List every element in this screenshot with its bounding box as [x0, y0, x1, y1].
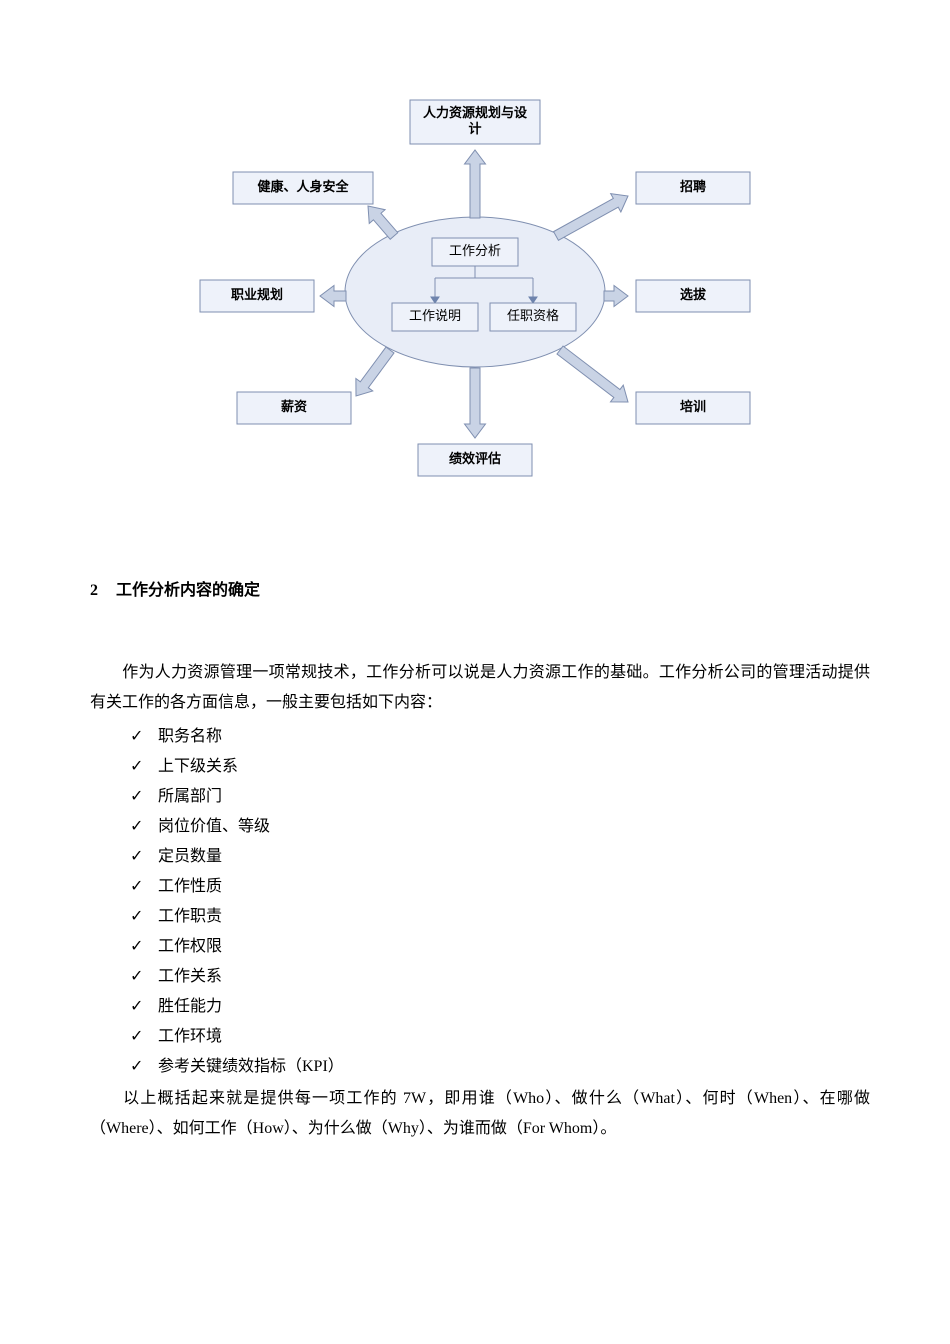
checklist-item: 所属部门	[90, 782, 870, 812]
summary-text: 以上概括起来就是提供每一项工作的 7W，即用谁（Who）、做什么（What）、何…	[90, 1090, 870, 1137]
section-heading: 2 工作分析内容的确定	[90, 576, 870, 600]
checklist-item: 胜任能力	[90, 992, 870, 1022]
checklist-item: 岗位价值、等级	[90, 812, 870, 842]
svg-text:职业规划: 职业规划	[231, 287, 283, 302]
svg-text:绩效评估: 绩效评估	[449, 451, 501, 466]
checklist-item: 职务名称	[90, 722, 870, 752]
document-page: 人力资源规划与设计招聘选拔培训绩效评估 薪资 职业规划 健康、人身安全工作分析工作说明…	[0, 0, 950, 1344]
svg-text:计: 计	[468, 121, 481, 136]
intro-text: 作为人力资源管理一项常规技术，工作分析可以说是人力资源工作的基础。工作分析公司的…	[90, 664, 870, 711]
checklist: 职务名称上下级关系所属部门岗位价值、等级定员数量工作性质工作职责工作权限工作关系…	[90, 722, 870, 1082]
checklist-item: 参考关键绩效指标（KPI）	[90, 1052, 870, 1082]
svg-text:薪资: 薪资	[281, 399, 307, 414]
checklist-item: 定员数量	[90, 842, 870, 872]
svg-text:任职资格: 任职资格	[507, 308, 559, 323]
svg-text:工作说明: 工作说明	[409, 308, 461, 323]
svg-text:人力资源规划与设: 人力资源规划与设	[423, 105, 528, 120]
checklist-item: 工作性质	[90, 872, 870, 902]
intro-paragraph: 作为人力资源管理一项常规技术，工作分析可以说是人力资源工作的基础。工作分析公司的…	[90, 658, 870, 718]
body-content: 2 工作分析内容的确定 作为人力资源管理一项常规技术，工作分析可以说是人力资源工作…	[90, 576, 870, 1144]
svg-text:工作分析: 工作分析	[449, 243, 501, 258]
checklist-item: 工作关系	[90, 962, 870, 992]
svg-text:健康、人身安全: 健康、人身安全	[257, 179, 349, 194]
section-number: 2	[90, 582, 98, 599]
summary-paragraph: 以上概括起来就是提供每一项工作的 7W，即用谁（Who）、做什么（What）、何…	[90, 1084, 870, 1144]
checklist-item: 工作权限	[90, 932, 870, 962]
job-analysis-diagram: 人力资源规划与设计招聘选拔培训绩效评估 薪资 职业规划 健康、人身安全工作分析工作说明…	[0, 0, 950, 540]
svg-text:选拔: 选拔	[680, 287, 707, 302]
checklist-item: 工作环境	[90, 1022, 870, 1052]
checklist-item: 工作职责	[90, 902, 870, 932]
section-title: 工作分析内容的确定	[116, 582, 260, 599]
svg-text:招聘: 招聘	[680, 179, 706, 194]
svg-text:培训: 培训	[680, 399, 706, 414]
checklist-item: 上下级关系	[90, 752, 870, 782]
